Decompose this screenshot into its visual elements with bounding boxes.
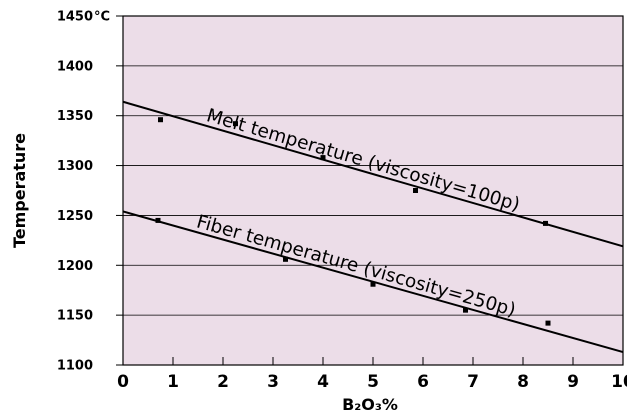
y-tick-label-1400: 1400 (57, 59, 93, 74)
x-tick-label-2: 2 (217, 372, 229, 392)
gridlines (123, 65, 623, 316)
data-point-fiber-temperature-viscosity-250p-0 (155, 217, 161, 223)
x-tick-label-3: 3 (267, 372, 279, 392)
x-tick-label-7: 7 (467, 372, 479, 392)
data-point-melt-temperature-viscosity-100p-0 (158, 117, 163, 123)
data-point-fiber-temperature-viscosity-250p-1 (283, 256, 288, 262)
y-tick-label-1150: 1150 (57, 309, 93, 324)
x-axis-ticks: 0 1 2 3 4 5 6 7 8 9 10 (117, 357, 627, 392)
series-line-melt-temperature-viscosity-100p (122, 100, 624, 248)
x-tick-label-9: 9 (567, 372, 579, 392)
x-tick-label-5: 5 (367, 372, 379, 392)
y-tick-label-1300: 1300 (57, 159, 93, 174)
x-tick-label-0: 0 (117, 372, 129, 392)
data-point-fiber-temperature-viscosity-250p-3 (463, 307, 468, 313)
x-tick-label-8: 8 (517, 372, 529, 392)
y-tick-label-1450: 1450 (57, 10, 93, 25)
y-tick-label-1250: 1250 (57, 209, 93, 224)
data-point-melt-temperature-viscosity-100p-4 (543, 220, 548, 226)
x-tick-label-1: 1 (167, 372, 179, 392)
data-point-fiber-temperature-viscosity-250p-4 (545, 320, 551, 326)
y-axis-ticks: 1100 1150 1200 1250 1300 1350 1400 1450 (57, 10, 123, 374)
data-point-melt-temperature-viscosity-100p-1 (233, 121, 238, 127)
x-tick-label-4: 4 (317, 372, 329, 392)
x-axis-title: B₂O₃% (342, 395, 398, 414)
y-axis-unit: °C (94, 10, 110, 25)
y-tick-label-1350: 1350 (57, 109, 93, 124)
y-axis-title: Temperature (10, 133, 29, 248)
data-points (155, 117, 551, 326)
y-tick-label-1200: 1200 (57, 259, 93, 274)
y-tick-label-1100: 1100 (57, 359, 93, 374)
data-point-melt-temperature-viscosity-100p-3 (413, 188, 418, 193)
x-tick-label-6: 6 (417, 372, 429, 392)
x-tick-label-10: 10 (611, 372, 627, 392)
data-point-melt-temperature-viscosity-100p-2 (320, 155, 326, 161)
data-point-fiber-temperature-viscosity-250p-2 (370, 281, 376, 287)
plot-area (123, 16, 623, 365)
